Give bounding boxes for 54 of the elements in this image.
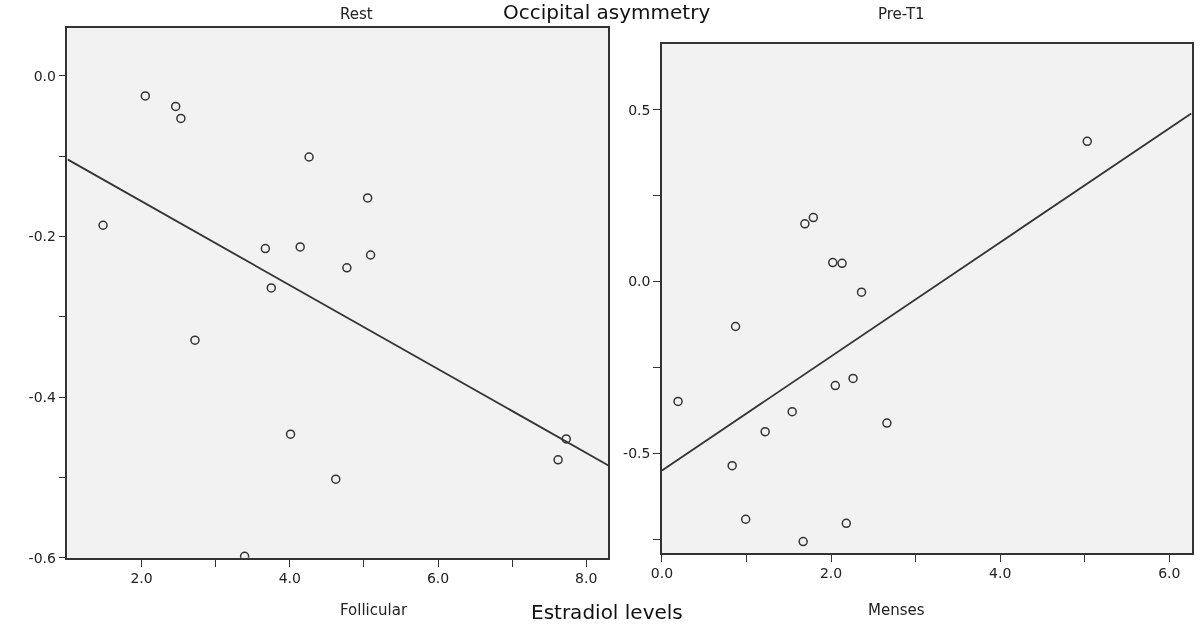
- point: [856, 287, 867, 297]
- chart-title: Pre-T1: [878, 5, 925, 23]
- point: [140, 91, 151, 101]
- y-tick-label: -0.6: [28, 549, 57, 566]
- point: [553, 455, 563, 465]
- point: [170, 101, 181, 112]
- point: [727, 460, 737, 471]
- point: [362, 193, 373, 203]
- point: [830, 380, 841, 391]
- point: [760, 426, 770, 437]
- point: [304, 152, 314, 162]
- y-tick-label: 0.5: [628, 101, 651, 118]
- point: [837, 258, 847, 269]
- point: [331, 474, 341, 484]
- point: [295, 242, 305, 252]
- x-axis-title: Follicular: [340, 601, 408, 619]
- point: [882, 418, 892, 428]
- x-tick-label: 6.0: [1158, 565, 1181, 582]
- point: [365, 250, 376, 260]
- point: [730, 321, 741, 332]
- point: [848, 373, 858, 384]
- point: [176, 113, 186, 124]
- x-tick-label: 6.0: [426, 570, 450, 587]
- x-tick-label: 8.0: [575, 570, 598, 587]
- y-tick-label: -0.4: [28, 389, 57, 406]
- point: [266, 283, 277, 293]
- point: [800, 219, 810, 229]
- x-tick-label: 2.0: [819, 565, 843, 582]
- x-tick-label: 0.0: [650, 565, 674, 582]
- point: [190, 335, 200, 345]
- y-tick-label: -0.5: [623, 445, 651, 462]
- point: [260, 243, 271, 254]
- x-tick-label: 2.0: [130, 570, 153, 587]
- x-tick-label: 4.0: [989, 565, 1012, 582]
- point: [740, 514, 751, 524]
- point: [98, 220, 108, 231]
- text: Estradiol levels: [531, 600, 683, 624]
- point: [342, 263, 352, 273]
- chart-title: Rest: [340, 5, 373, 23]
- point: [787, 406, 797, 417]
- y-tick-label: 0.0: [33, 67, 56, 84]
- point: [841, 518, 852, 529]
- y-tick-label: 0.0: [628, 273, 651, 290]
- point: [828, 257, 838, 268]
- x-tick-label: 4.0: [278, 570, 301, 587]
- point: [673, 396, 683, 407]
- y-tick-label: -0.2: [28, 228, 56, 245]
- point: [561, 434, 571, 444]
- point: [798, 536, 808, 547]
- text: Occipital asymmetry: [503, 0, 711, 24]
- point: [1082, 136, 1093, 147]
- point: [808, 212, 819, 223]
- point: [285, 429, 296, 439]
- x-axis-title: Menses: [868, 601, 925, 619]
